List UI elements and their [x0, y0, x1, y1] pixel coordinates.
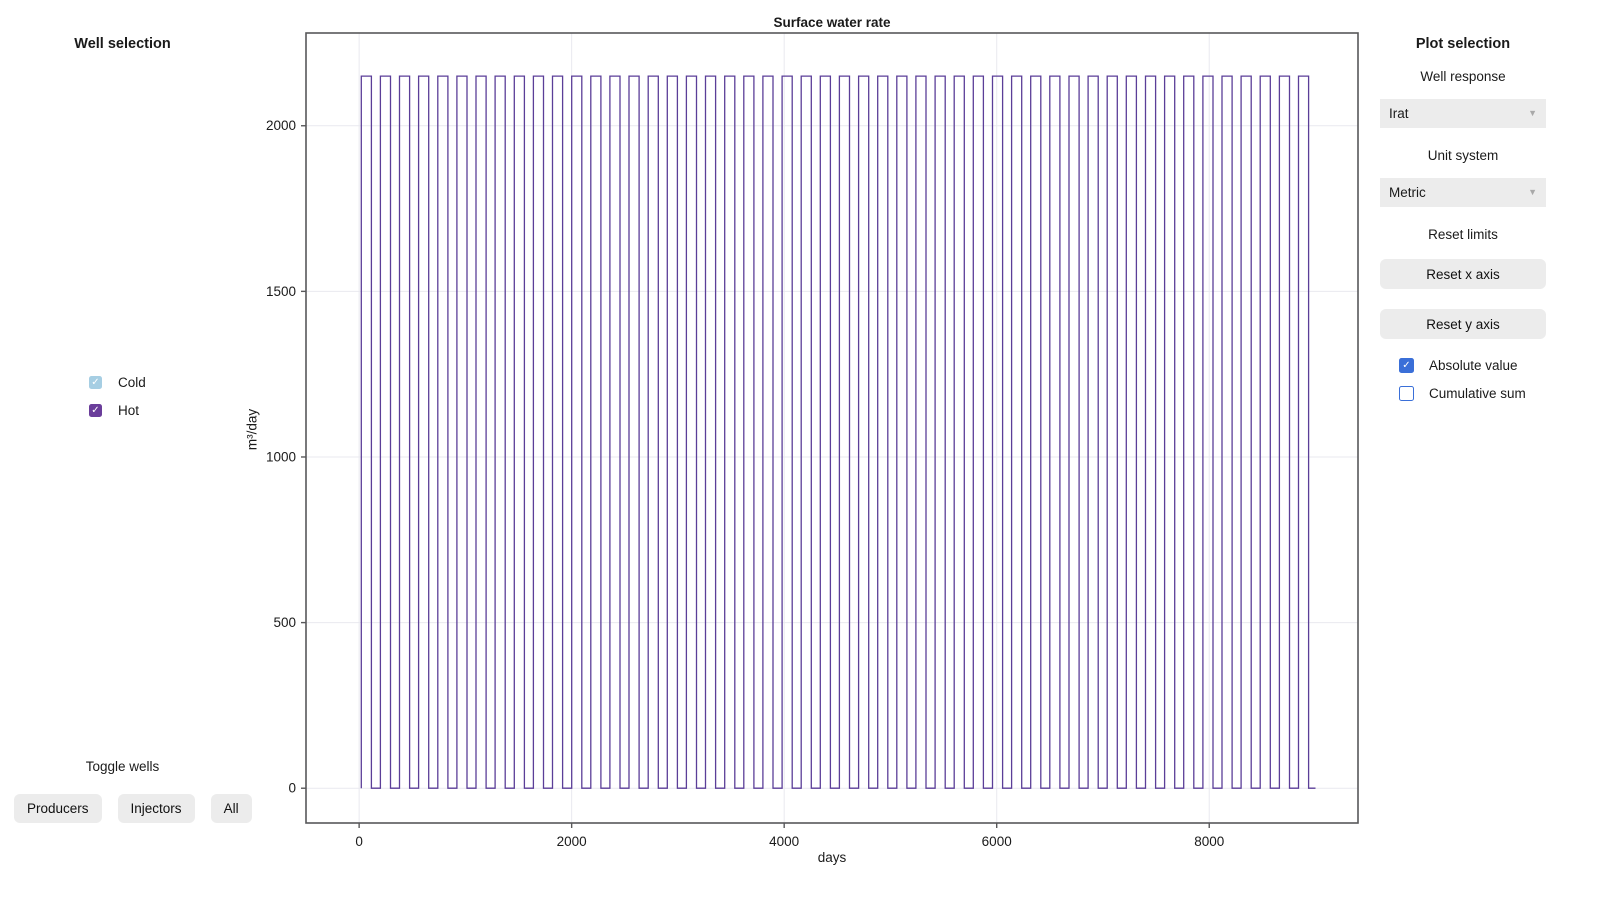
well-list: ✓ Cold ✓ Hot — [89, 375, 146, 431]
chart-title: Surface water rate — [773, 15, 891, 30]
well-response-value: Irat — [1389, 106, 1409, 121]
x-axis-label: days — [817, 850, 847, 865]
tick-labels: 0 2000 4000 6000 8000 0 500 1000 1500 2000 — [266, 118, 1224, 849]
well-checkbox-hot[interactable]: ✓ — [89, 404, 102, 417]
well-checkbox-cold[interactable]: ✓ — [89, 376, 102, 389]
y-tick-label: 1500 — [266, 284, 296, 299]
unit-system-label: Unit system — [1427, 148, 1499, 163]
absolute-value-row: ✓ Absolute value — [1399, 358, 1546, 373]
reset-y-axis-button[interactable]: Reset y axis — [1380, 309, 1546, 339]
injectors-button[interactable]: Injectors — [117, 794, 195, 823]
well-selection-title: Well selection — [74, 36, 171, 52]
rate-curve-hot — [360, 75, 1316, 789]
unit-system-value: Metric — [1389, 185, 1426, 200]
check-icon: ✓ — [1402, 359, 1411, 371]
x-tick-label: 4000 — [769, 834, 799, 849]
dropdown-arrow-icon: ▼ — [1528, 108, 1537, 118]
well-label-hot: Hot — [118, 403, 140, 418]
y-tick-label: 500 — [273, 615, 296, 630]
check-icon: ✓ — [91, 404, 100, 416]
unit-system-dropdown[interactable]: Metric ▼ — [1380, 178, 1546, 207]
cumulative-sum-checkbox[interactable] — [1399, 386, 1414, 401]
toggle-wells-title: Toggle wells — [85, 759, 160, 774]
x-tick-label: 2000 — [557, 834, 587, 849]
dropdown-arrow-icon: ▼ — [1528, 187, 1537, 197]
well-response-label: Well response — [1420, 69, 1506, 84]
well-row-hot: ✓ Hot — [89, 403, 146, 418]
x-tick-label: 0 — [355, 834, 363, 849]
plot-selection-panel: Plot selection Well response Irat ▼ Unit… — [1380, 0, 1546, 414]
y-axis-label: m³/day — [244, 408, 260, 451]
y-tick-label: 2000 — [266, 118, 296, 133]
well-response-dropdown[interactable]: Irat ▼ — [1380, 99, 1546, 128]
cumulative-sum-row: Cumulative sum — [1399, 386, 1546, 401]
well-row-cold: ✓ Cold — [89, 375, 146, 390]
cumulative-sum-label: Cumulative sum — [1429, 386, 1526, 401]
toggle-wells-buttons: Producers Injectors All — [14, 794, 252, 823]
y-tick-label: 1000 — [266, 449, 296, 464]
check-icon: ✓ — [91, 376, 100, 388]
reset-limits-label: Reset limits — [1428, 227, 1498, 242]
producers-button[interactable]: Producers — [14, 794, 102, 823]
plot-selection-title: Plot selection — [1415, 36, 1511, 52]
plot-border — [305, 32, 1359, 824]
all-wells-button[interactable]: All — [210, 794, 252, 823]
axis-ticks — [301, 125, 1210, 828]
plot-background — [306, 33, 1358, 823]
x-tick-label: 6000 — [982, 834, 1012, 849]
x-tick-label: 8000 — [1194, 834, 1224, 849]
plot-option-checkboxes: ✓ Absolute value Cumulative sum — [1380, 358, 1546, 401]
absolute-value-checkbox[interactable]: ✓ — [1399, 358, 1414, 373]
reset-x-axis-button[interactable]: Reset x axis — [1380, 259, 1546, 289]
absolute-value-label: Absolute value — [1429, 358, 1518, 373]
y-tick-label: 0 — [288, 781, 296, 796]
well-label-cold: Cold — [118, 375, 146, 390]
